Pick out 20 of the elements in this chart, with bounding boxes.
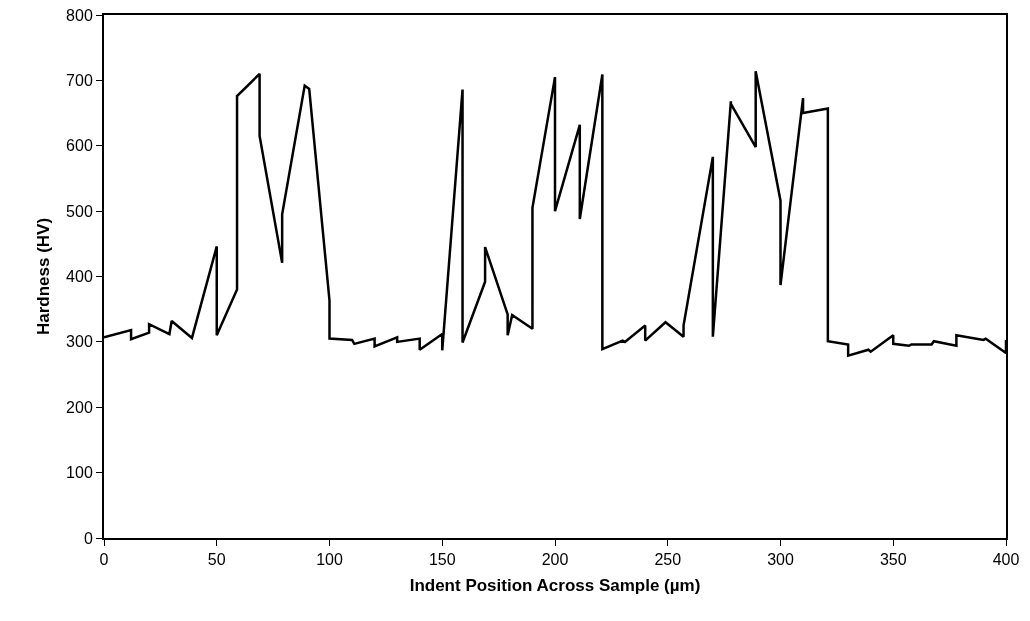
x-axis-title: Indent Position Across Sample (µm) bbox=[409, 576, 701, 596]
y-tick-label: 100 bbox=[66, 464, 93, 482]
y-tick-label: 700 bbox=[66, 71, 93, 89]
y-axis-title: Hardness (HV) bbox=[34, 217, 54, 336]
x-tick-label: 150 bbox=[428, 551, 456, 569]
x-tick-label: 200 bbox=[541, 551, 569, 569]
y-tick-label: 400 bbox=[66, 268, 93, 286]
x-tick-label: 350 bbox=[879, 551, 907, 569]
x-tick-label: 100 bbox=[316, 551, 343, 569]
x-tick-label: 50 bbox=[207, 551, 226, 569]
y-tick-label: 500 bbox=[66, 202, 93, 220]
x-tick-label: 0 bbox=[99, 551, 109, 569]
y-tick-label: 600 bbox=[66, 137, 93, 155]
y-tick-label: 200 bbox=[66, 398, 93, 416]
x-tick-label: 300 bbox=[767, 551, 794, 569]
y-tick-label: 0 bbox=[83, 529, 93, 547]
y-tick-label: 800 bbox=[66, 6, 93, 24]
x-tick-label: 400 bbox=[992, 551, 1020, 569]
y-tick-label: 300 bbox=[66, 333, 93, 351]
x-tick-label: 250 bbox=[654, 551, 682, 569]
